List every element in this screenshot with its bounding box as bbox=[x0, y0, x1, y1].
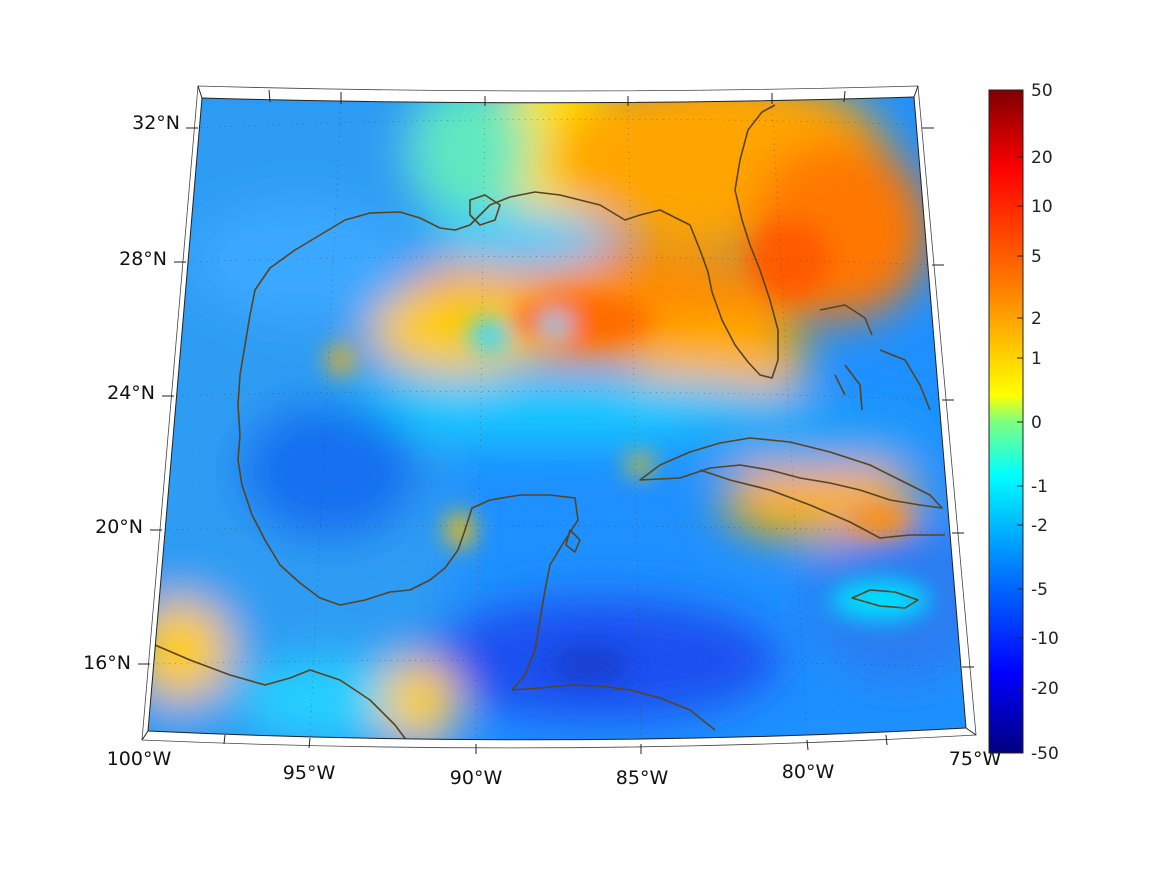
lon-label: 75°W bbox=[949, 748, 1002, 770]
central-america-coast bbox=[511, 684, 716, 731]
lat-label: 24°N bbox=[107, 382, 155, 404]
colorbar-ticks bbox=[1017, 89, 1023, 754]
colorbar-label: -50 bbox=[1031, 744, 1059, 764]
data-field-heatmap bbox=[148, 97, 966, 740]
map-frame bbox=[138, 85, 977, 754]
graticule bbox=[148, 99, 966, 740]
cuba-south-coast bbox=[699, 469, 945, 539]
latitude-labels: 32°N 28°N 24°N 20°N 16°N bbox=[83, 112, 180, 674]
colorbar-label: 2 bbox=[1031, 309, 1042, 329]
coastline-layer bbox=[154, 104, 945, 740]
colorbar-label: -10 bbox=[1031, 629, 1059, 649]
colorbar-label: 1 bbox=[1031, 349, 1042, 369]
colorbar-label: -5 bbox=[1031, 580, 1048, 600]
colorbar-label: -1 bbox=[1031, 477, 1048, 497]
cuba bbox=[639, 437, 943, 509]
lat-label: 32°N bbox=[132, 112, 180, 134]
lon-label: 85°W bbox=[616, 767, 669, 789]
pacific-coast bbox=[154, 644, 411, 740]
lon-label: 80°W bbox=[782, 761, 835, 783]
colorbar-label: -2 bbox=[1031, 516, 1048, 536]
lon-label: 100°W bbox=[107, 748, 172, 770]
longitude-labels: 100°W 95°W 90°W 85°W 80°W 75°W bbox=[107, 748, 1002, 789]
colorbar-label: 5 bbox=[1031, 247, 1042, 267]
colorbar-label: -20 bbox=[1031, 679, 1059, 699]
mississippi-delta bbox=[469, 194, 501, 226]
yucatan-east-island bbox=[565, 529, 581, 553]
colorbar-label: 20 bbox=[1031, 148, 1053, 168]
lon-label: 90°W bbox=[450, 767, 503, 789]
colorbar-label: 0 bbox=[1031, 413, 1042, 433]
colorbar-label: 50 bbox=[1031, 81, 1053, 101]
colorbar-label: 10 bbox=[1031, 197, 1053, 217]
lat-label: 20°N bbox=[95, 516, 143, 538]
lat-label: 16°N bbox=[83, 652, 131, 674]
lon-label: 95°W bbox=[283, 762, 336, 784]
florida-peninsula bbox=[689, 104, 779, 379]
bahamas-islands bbox=[819, 304, 931, 411]
jamaica bbox=[851, 589, 919, 609]
gulf-coast-usa-mexico bbox=[237, 191, 691, 691]
lat-label: 28°N bbox=[119, 248, 167, 270]
